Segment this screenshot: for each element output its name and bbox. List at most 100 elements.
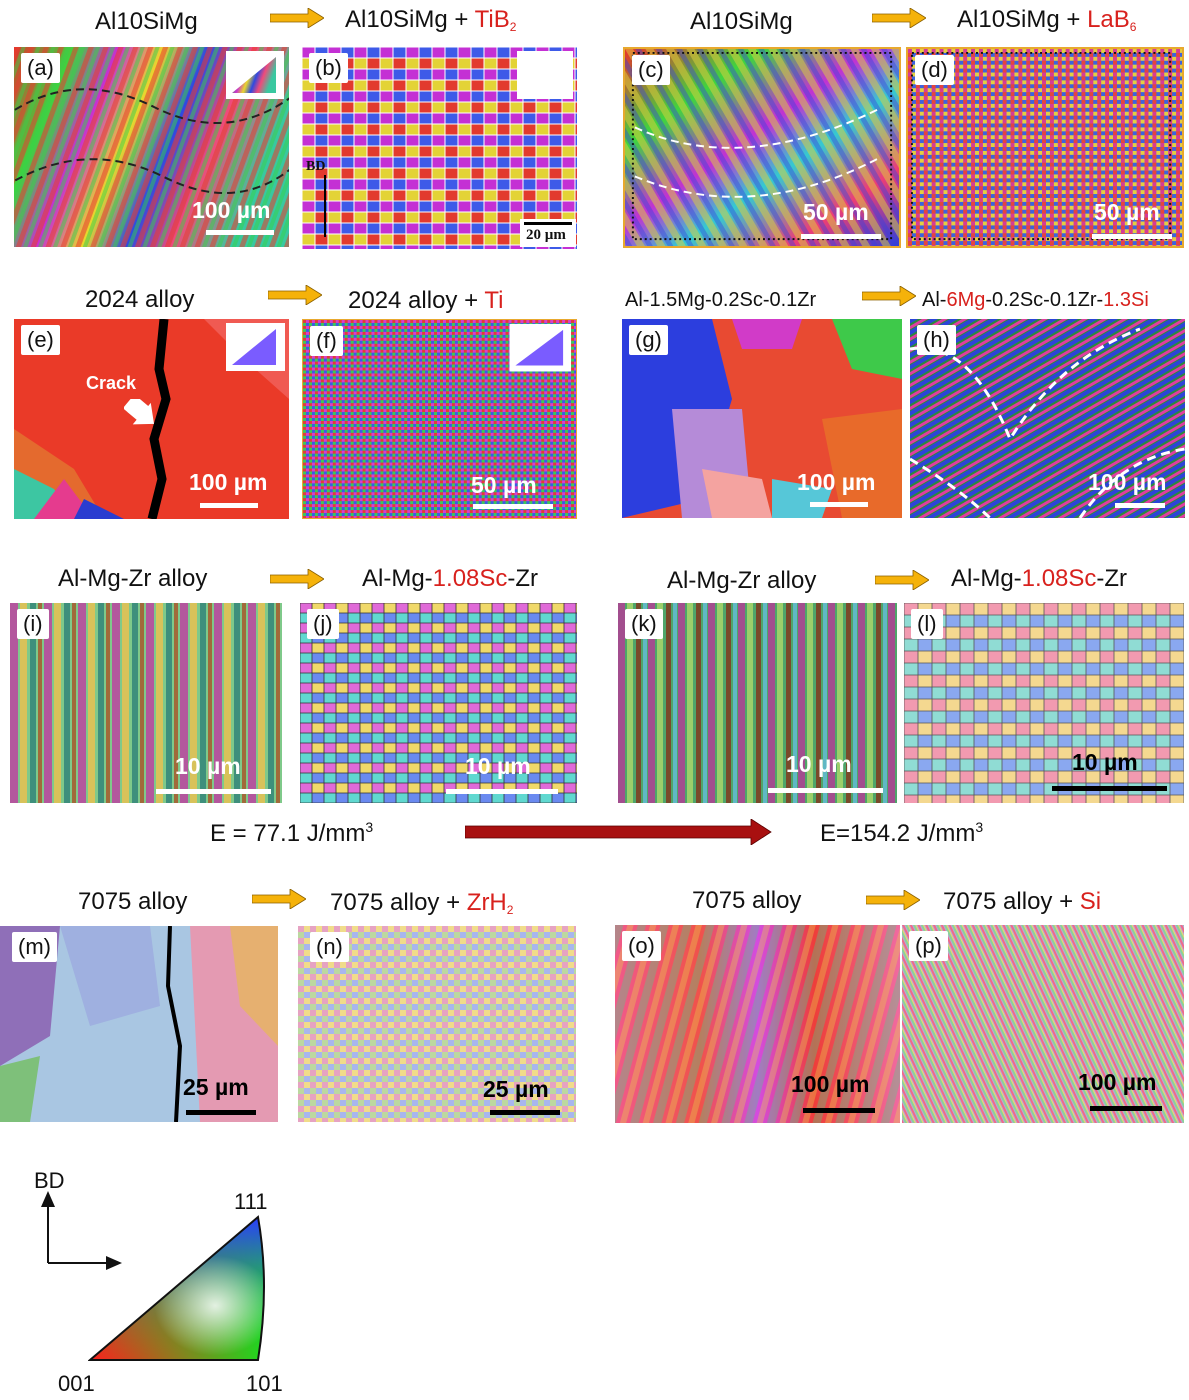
orange-arrow-icon — [270, 8, 324, 28]
panel-label-l: (l) — [911, 609, 943, 639]
title-a: Al10SiMg — [95, 8, 198, 35]
scale-bar-label-d: 50 µm — [1094, 199, 1160, 225]
ipf-triangle — [88, 1215, 265, 1361]
panel-label-i: (i) — [17, 609, 49, 639]
scale-bar-label-a: 100 µm — [192, 197, 271, 223]
ebsd-map-c: (c) 50 µm — [623, 47, 901, 248]
title-j: Al-Mg-1.08Sc-Zr — [362, 565, 539, 592]
title-p: 7075 alloy + Si — [943, 888, 1102, 915]
ebsd-map-i: (i) 10 µm — [10, 603, 282, 803]
energy-label-right: E=154.2 J/mm3 — [820, 819, 984, 847]
title-e: 2024 alloy — [85, 286, 195, 313]
panel-label-h: (h) — [917, 325, 956, 355]
ebsd-map-m: (m) 25 µm — [0, 926, 278, 1122]
scale-bar-j — [446, 789, 558, 794]
panel-label-n: (n) — [310, 932, 349, 962]
legend-101-label: 101 — [246, 1371, 283, 1396]
orange-arrow-icon — [862, 286, 916, 306]
orange-arrow-icon — [252, 889, 306, 909]
scale-bar-label-f: 50 µm — [471, 472, 537, 498]
crack-annotation: Crack — [86, 373, 137, 393]
scale-bar-g — [810, 502, 868, 507]
scale-bar-h — [1115, 503, 1165, 508]
orange-arrow-icon — [872, 8, 926, 28]
ebsd-map-o: (o) 100 µm — [615, 925, 900, 1123]
ebsd-map-h: (h) 100 µm — [910, 319, 1185, 518]
title-d: Al10SiMg + LaB6 — [957, 6, 1137, 34]
orange-arrow-icon — [866, 890, 920, 910]
scale-bar-label-g: 100 µm — [797, 469, 876, 495]
panel-label-p: (p) — [909, 931, 948, 961]
panel-label-g: (g) — [629, 325, 668, 355]
ebsd-map-k: (k) 10 µm — [618, 603, 897, 803]
ebsd-map-j: (j) 10 µm — [300, 603, 577, 803]
ipf-legend: BD 111 001 101 — [28, 1165, 328, 1400]
ebsd-map-e: (e) Crack 100 µm — [14, 319, 289, 519]
white-arrow-icon — [124, 399, 155, 425]
scale-bar-m — [186, 1110, 256, 1115]
orange-arrow-icon — [270, 569, 324, 589]
scale-bar-label-c: 50 µm — [803, 199, 869, 225]
legend-111-label: 111 — [234, 1189, 268, 1214]
scale-bar-label-p: 100 µm — [1078, 1069, 1157, 1095]
ebsd-map-p: (p) 100 µm — [902, 925, 1184, 1123]
orange-arrow-icon — [875, 570, 929, 590]
scale-bar-k — [768, 788, 883, 793]
ebsd-map-a: (a) 100 µm — [14, 47, 289, 247]
scale-bar-label-l: 10 µm — [1072, 749, 1138, 775]
title-g: Al-1.5Mg-0.2Sc-0.1Zr — [625, 289, 817, 311]
title-i: Al-Mg-Zr alloy — [58, 565, 208, 592]
bd-label-b: BD — [306, 159, 326, 174]
bd-axes-icon — [41, 1191, 122, 1270]
legend-001-label: 001 — [58, 1371, 95, 1396]
panel-label-f: (f) — [310, 326, 343, 356]
title-o: 7075 alloy — [692, 887, 802, 914]
scale-bar-label-h: 100 µm — [1088, 469, 1167, 495]
title-h: Al-6Mg-0.2Sc-0.1Zr-1.3Si — [922, 289, 1149, 311]
title-f: 2024 alloy + Ti — [348, 287, 504, 314]
ebsd-map-b: (b) BD 20 µm — [302, 47, 577, 249]
panel-label-m: (m) — [12, 932, 57, 962]
panel-label-c: (c) — [632, 55, 670, 85]
scale-bar-l — [1052, 786, 1167, 791]
scale-bar-p — [1090, 1106, 1162, 1111]
scale-bar-a — [206, 230, 274, 235]
scale-bar-c — [801, 234, 881, 239]
ebsd-map-d: (d) 50 µm — [906, 47, 1184, 248]
scale-bar-i — [156, 789, 271, 794]
scale-bar-label-k: 10 µm — [786, 751, 852, 777]
legend-bd-label: BD — [34, 1168, 65, 1193]
title-l: Al-Mg-1.08Sc-Zr — [951, 565, 1128, 592]
scale-bar-label-j: 10 µm — [465, 753, 531, 779]
panel-label-j: (j) — [307, 609, 339, 639]
panel-label-b: (b) — [309, 53, 348, 83]
title-m: 7075 alloy — [78, 888, 188, 915]
panel-label-d: (d) — [915, 55, 954, 85]
ebsd-map-l: (l) 10 µm — [904, 603, 1184, 803]
bd-arrow-icon — [324, 175, 326, 237]
title-c: Al10SiMg — [690, 8, 793, 35]
scale-bar-n — [490, 1110, 560, 1115]
panel-label-e: (e) — [21, 325, 60, 355]
title-k: Al-Mg-Zr alloy — [667, 567, 817, 594]
ebsd-map-f: (f) 50 µm — [302, 319, 577, 519]
orange-arrow-icon — [268, 285, 322, 305]
panel-label-a: (a) — [21, 53, 60, 83]
scale-bar-label-i: 10 µm — [175, 753, 241, 779]
scale-bar-label-o: 100 µm — [791, 1071, 870, 1097]
ebsd-map-g: (g) 100 µm — [622, 319, 902, 518]
energy-label-left: E = 77.1 J/mm3 — [210, 819, 374, 847]
scale-bar-d — [1092, 234, 1172, 239]
scale-bar-e — [200, 503, 258, 508]
scale-bar-label-m: 25 µm — [183, 1074, 249, 1100]
ebsd-map-n: (n) 25 µm — [298, 926, 576, 1122]
scale-bar-f — [473, 504, 553, 509]
panel-label-o: (o) — [622, 931, 661, 961]
scale-bar-label-b: 20 µm — [526, 227, 566, 243]
energy-arrow-icon — [465, 819, 772, 845]
scale-bar-o — [803, 1108, 875, 1113]
panel-label-k: (k) — [625, 609, 663, 639]
scale-bar-label-e: 100 µm — [189, 469, 268, 495]
scale-bar-b — [524, 222, 572, 225]
title-b: Al10SiMg + TiB2 — [345, 6, 517, 34]
